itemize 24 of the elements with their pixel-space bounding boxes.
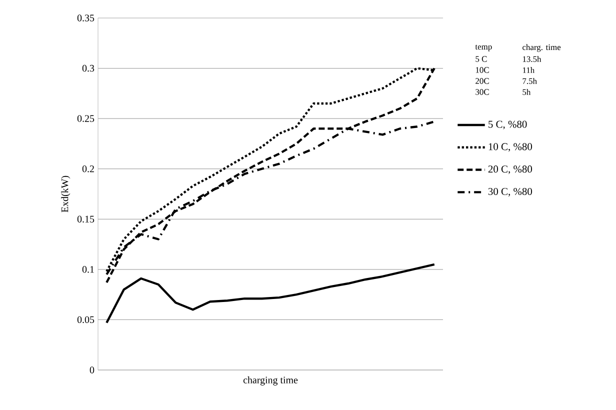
text: 5h [522, 89, 531, 95]
text: 13.5h [522, 56, 542, 62]
text: 11h [522, 67, 534, 73]
text: temp [475, 44, 492, 52]
text: charg. time [522, 44, 561, 52]
legend-label: 5 C, %80 [488, 120, 527, 130]
text: 10C [476, 67, 489, 73]
legend-label: 20 C, %80 [488, 166, 532, 174]
text: 20C [476, 78, 489, 84]
legend-label: 10 C, %80 [488, 143, 532, 152]
y-tick-label: 0.05 [77, 316, 94, 324]
y-tick-label: 0.15 [77, 216, 94, 223]
y-tick-label: 0 [90, 366, 94, 374]
y-axis-title: Exd(kW) [61, 176, 70, 212]
y-tick-label: 0.2 [82, 165, 94, 172]
y-tick-label: 0.1 [82, 266, 94, 273]
text: 30C [476, 89, 489, 95]
legend-label: 30 C, %80 [488, 188, 532, 197]
y-tick-label: 0.25 [77, 115, 94, 122]
x-axis-title: charging time [243, 376, 298, 386]
text: 7.5h [522, 78, 537, 84]
y-tick-label: 0.3 [82, 64, 94, 72]
text: 5 C [476, 56, 487, 62]
y-tick-label: 0.35 [77, 14, 94, 22]
